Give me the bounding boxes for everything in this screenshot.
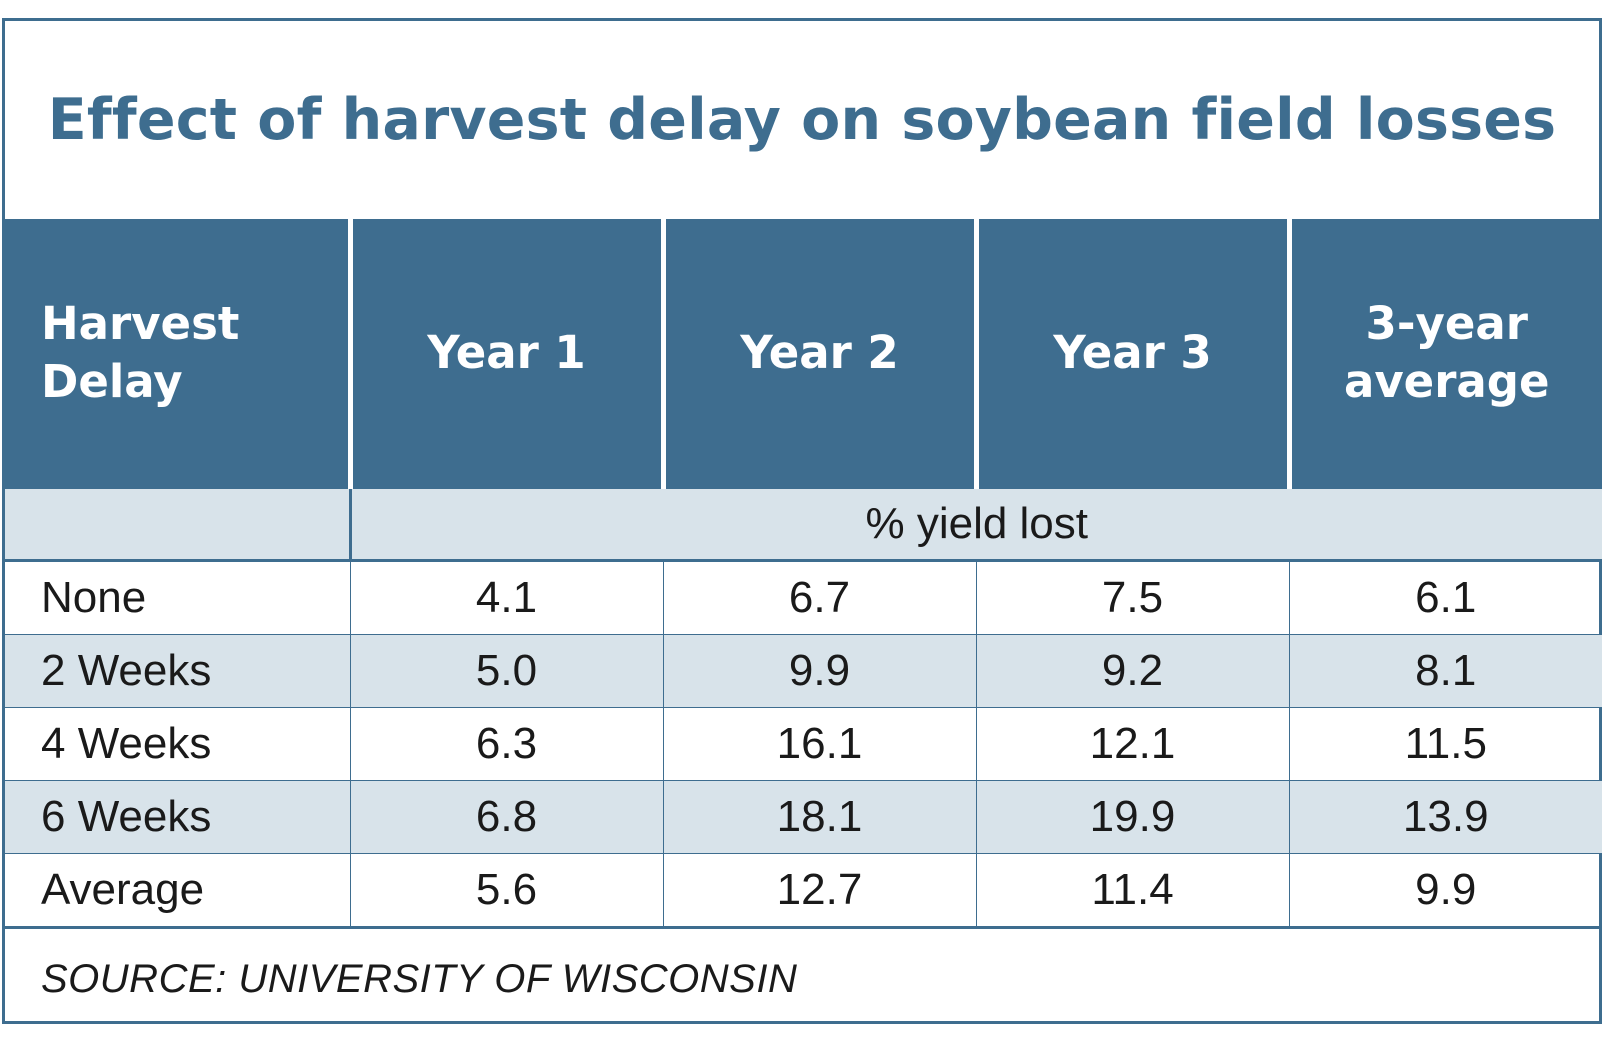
table-row: 6 Weeks 6.8 18.1 19.9 13.9 (5, 780, 1602, 854)
table-cell: 9.9 (662, 634, 976, 708)
table-cell: 5.0 (349, 634, 663, 708)
header-row: Harvest Delay Year 1 Year 2 Year 3 3-yea… (5, 219, 1602, 488)
source-note: SOURCE: UNIVERSITY OF WISCONSIN (41, 956, 798, 1001)
table-frame: Effect of harvest delay on soybean field… (2, 18, 1602, 1024)
column-header-year-2: Year 2 (660, 219, 976, 488)
column-header-year-3: Year 3 (973, 219, 1289, 488)
table-cell: 5.6 (349, 853, 663, 929)
table-cell: 11.5 (1288, 707, 1602, 781)
table-cell: 18.1 (662, 780, 976, 854)
table-cell: 9.9 (1288, 853, 1602, 929)
unit-row: % yield lost (5, 486, 1602, 562)
table-cell: 6.1 (1288, 560, 1602, 635)
unit-label: % yield lost (348, 486, 1602, 562)
table-cell: 13.9 (1288, 780, 1602, 854)
row-label: 4 Weeks (5, 707, 350, 781)
table-cell: 6.8 (349, 780, 663, 854)
table-cell: 6.3 (349, 707, 663, 781)
table-cell: 8.1 (1288, 634, 1602, 708)
column-header-3-year-average: 3-year average (1286, 219, 1602, 488)
column-header-year-1: Year 1 (347, 219, 663, 488)
table-cell: 16.1 (662, 707, 976, 781)
table-cell: 7.5 (975, 560, 1289, 635)
table-cell: 6.7 (662, 560, 976, 635)
table-cell: 4.1 (349, 560, 663, 635)
table-cell: 11.4 (975, 853, 1289, 929)
row-label: Average (5, 853, 350, 929)
table-row: Average 5.6 12.7 11.4 9.9 (5, 853, 1602, 929)
table-row: None 4.1 6.7 7.5 6.1 (5, 560, 1602, 635)
table-cell: 12.1 (975, 707, 1289, 781)
data-table: Harvest Delay Year 1 Year 2 Year 3 3-yea… (5, 219, 1602, 929)
table-cell: 12.7 (662, 853, 976, 929)
unit-row-blank (5, 486, 350, 562)
table-cell: 19.9 (975, 780, 1289, 854)
table-title: Effect of harvest delay on soybean field… (47, 87, 1557, 153)
table-row: 4 Weeks 6.3 16.1 12.1 11.5 (5, 707, 1602, 781)
table-cell: 9.2 (975, 634, 1289, 708)
column-header-harvest-delay: Harvest Delay (5, 219, 350, 488)
row-label: 2 Weeks (5, 634, 350, 708)
row-label: None (5, 560, 350, 635)
table-row: 2 Weeks 5.0 9.9 9.2 8.1 (5, 634, 1602, 708)
row-label: 6 Weeks (5, 780, 350, 854)
